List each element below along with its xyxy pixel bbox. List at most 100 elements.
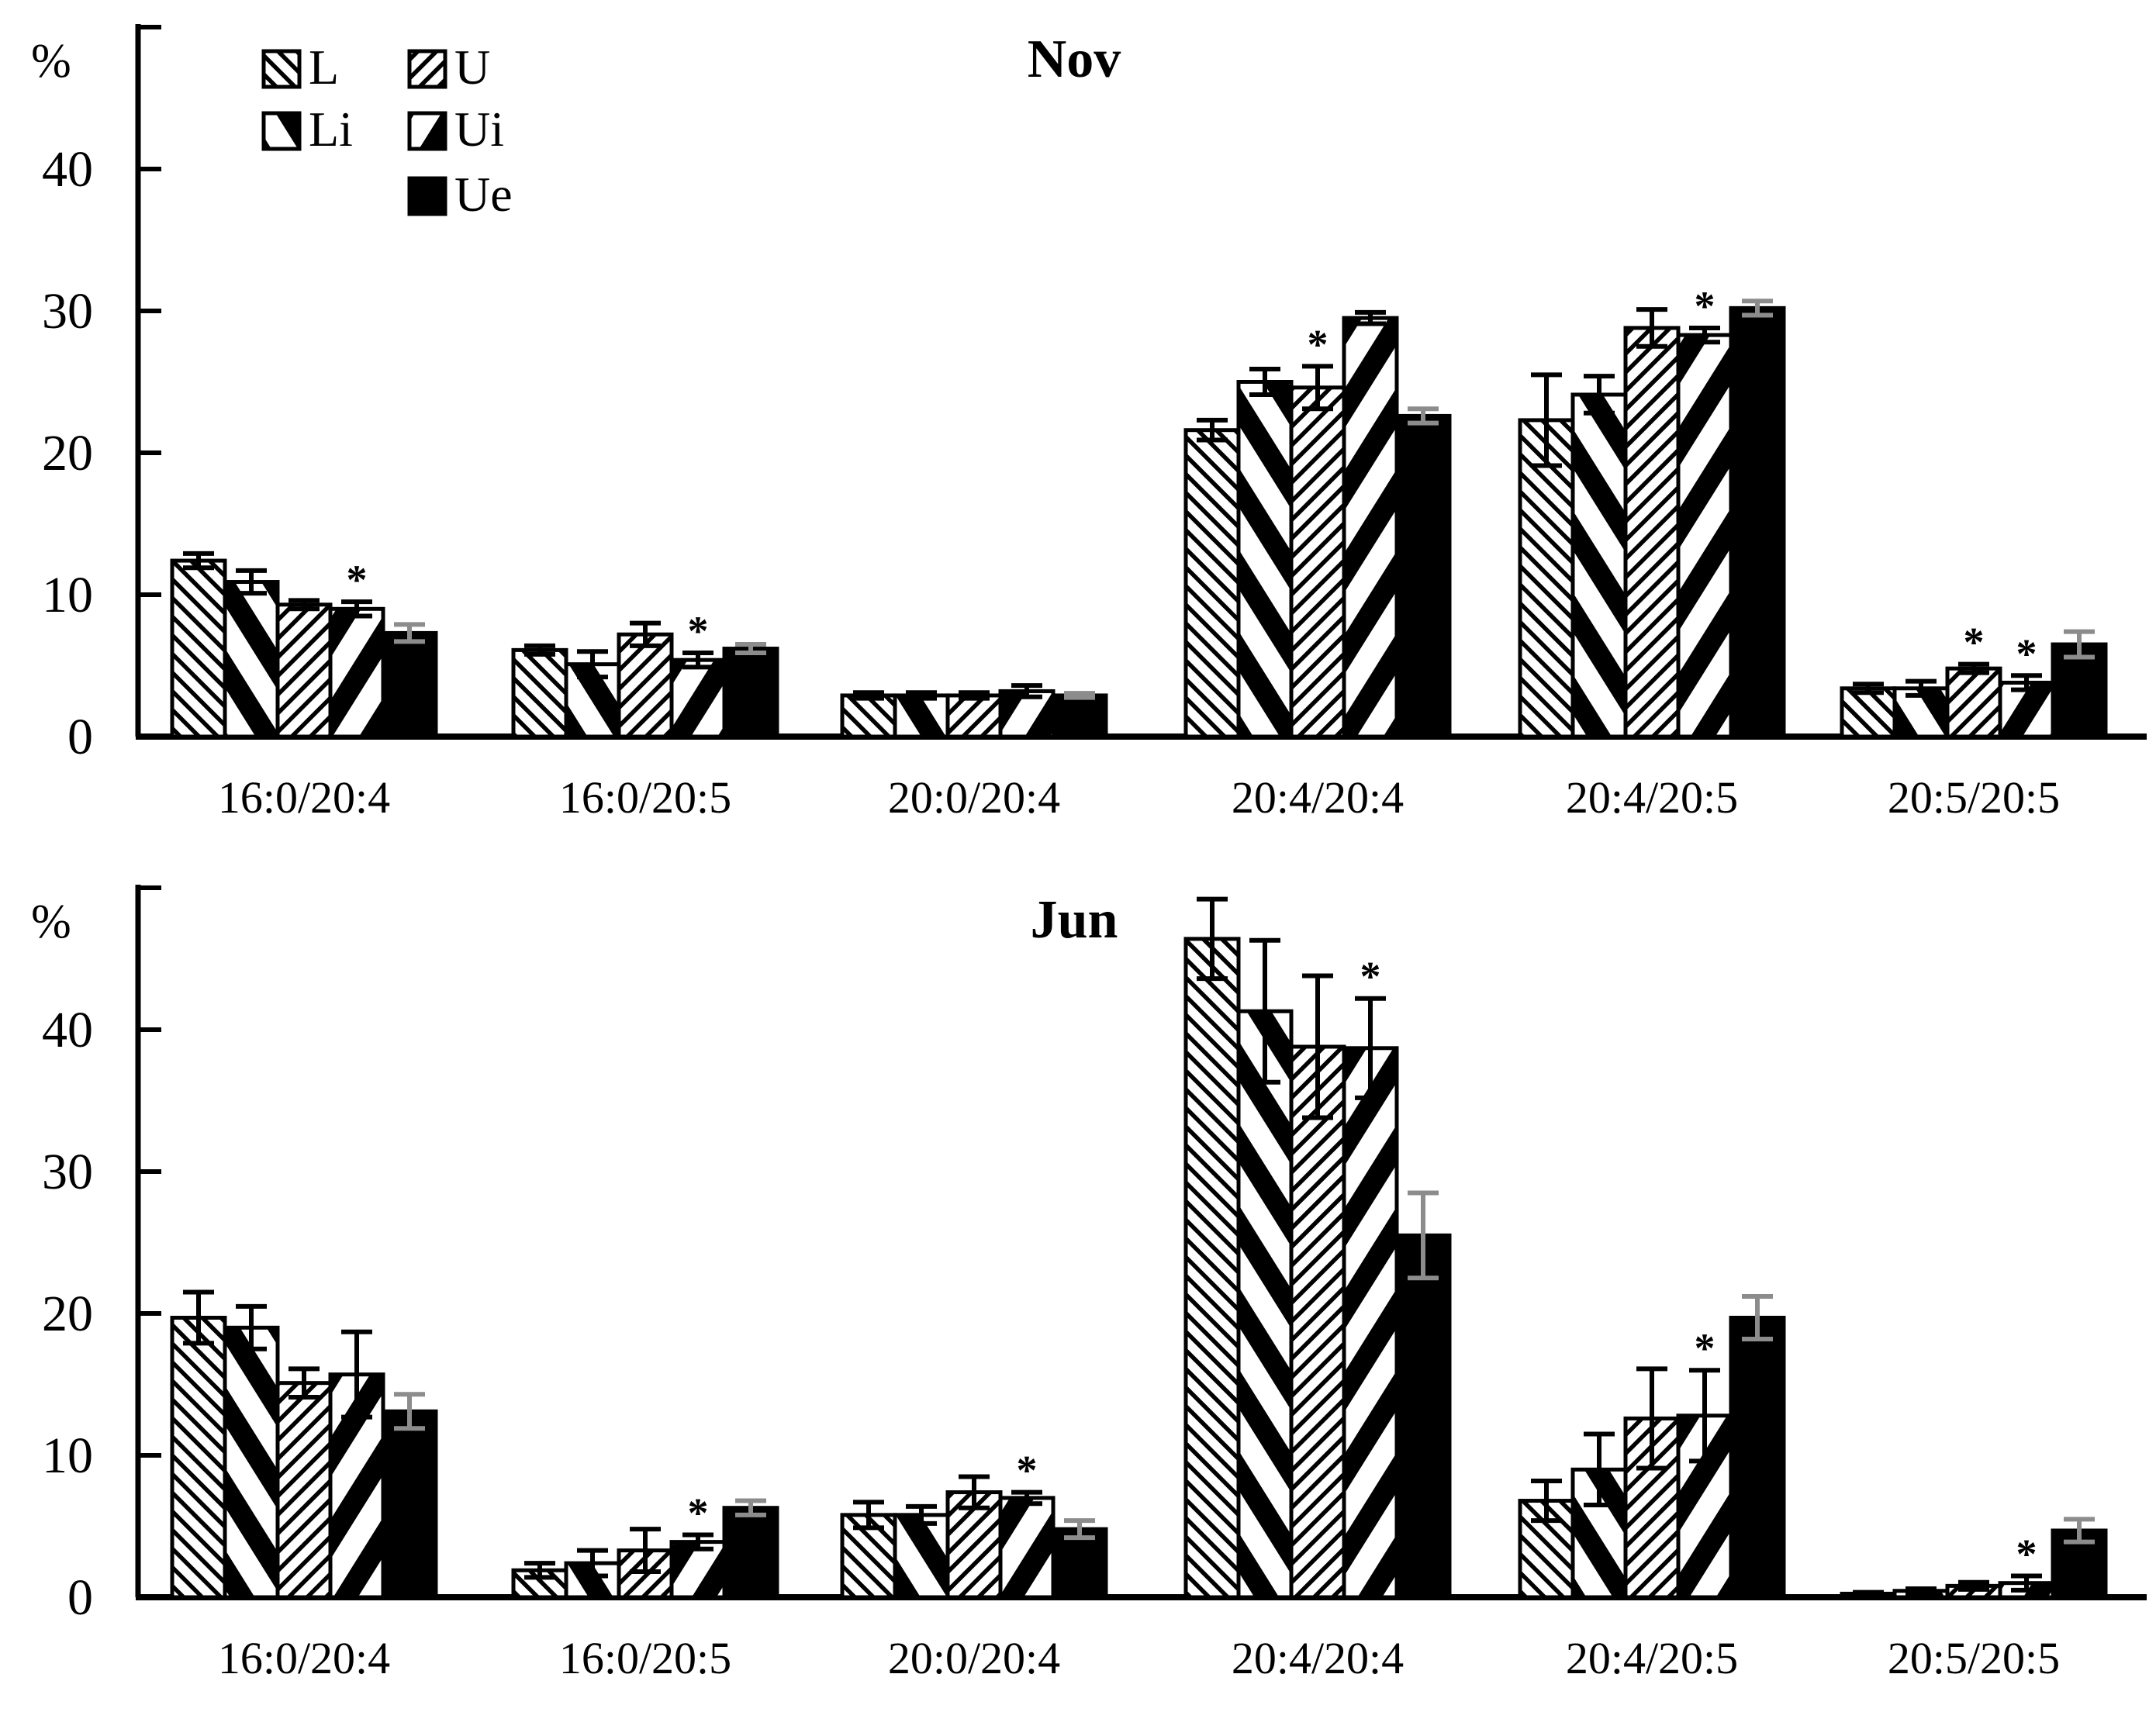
bar-nov-U-4 [1623,326,1681,739]
x-category-label: 20:4/20:4 [1232,1633,1404,1683]
error-bar [2064,1517,2095,1545]
bar-nov-U-5 [1945,666,2002,739]
x-category-label: 20:5/20:5 [1888,772,2060,823]
bars [170,305,2108,739]
error-bar [1742,1294,1773,1341]
error-bar [906,1503,937,1526]
bar-nov-Ue-1 [722,647,779,739]
bar-jun-L-0 [170,1315,227,1600]
error-bar [630,1527,661,1575]
error-bar [959,1474,990,1510]
error-bar [1011,1489,1042,1507]
panel-jun: 0 10 20 30 40% Jun * * * * * 16:0/20:4 16:0/20:5 20:0… [31,885,2147,1683]
bar-jun-L-3 [1183,937,1241,1600]
error-bar [1531,1478,1562,1524]
x-category-label: 20:0/20:4 [888,772,1060,823]
bar-nov-L-4 [1518,418,1575,739]
error-bar [1197,896,1228,982]
error-bar [1636,307,1667,349]
error-bar [682,651,713,670]
error-bar [1302,364,1333,412]
error-bar [853,1500,884,1531]
error-bar [289,598,320,612]
sig-asterisk: * [1695,1325,1715,1372]
sig-asterisk: * [688,1489,709,1536]
legend: L Li U Ui Ue [261,40,513,222]
legend-label-Ue: Ue [454,167,513,222]
error-bar [1064,691,1095,700]
bar-jun-Ue-3 [1394,1233,1452,1600]
significance-markers: * * * * * * [347,283,2037,677]
error-bar [906,690,937,701]
x-category-label: 20:4/20:5 [1566,1633,1738,1683]
sig-asterisk: * [2016,630,2037,677]
error-bar [1689,1368,1720,1464]
panel-nov: 0 10 20 30 40% Nov * * * * * * 16:0/20:4 16:0/20:5 20:… [31,24,2147,823]
bar-nov-Li-0 [223,580,280,739]
error-bar [524,1561,555,1580]
x-category-label: 16:0/20:4 [218,1633,390,1683]
error-bar [959,690,990,701]
error-bar [1302,973,1333,1120]
error-bars [183,896,2095,1596]
legend-label-L: L [309,40,339,95]
panel-title: Jun [1031,890,1118,950]
y-tick-label: 30 [42,283,93,340]
sig-asterisk: * [2016,1531,2037,1578]
error-bar [1958,661,1989,675]
legend-label-U: U [454,40,490,95]
error-bar [1958,1579,1989,1592]
bar-nov-Ue-2 [1051,693,1108,739]
bars [170,937,2108,1600]
error-bar [1531,372,1562,468]
error-bar [1064,1518,1095,1541]
error-bar [183,1289,214,1346]
error-bar [1636,1366,1667,1471]
bar-nov-L-5 [1840,686,1897,739]
bar-jun-Ue-4 [1729,1315,1786,1600]
error-bar [236,568,267,596]
error-bar [1249,937,1280,1085]
sig-asterisk: * [1308,321,1328,368]
bar-nov-U-1 [617,632,674,739]
sig-asterisk: * [1695,283,1715,330]
error-bar [1408,1190,1439,1281]
y-tick-label: 0 [67,1569,93,1626]
error-bar [1584,374,1615,416]
significance-markers: * * * * * [688,954,2037,1578]
bar-jun-Li-2 [893,1513,950,1600]
error-bar [1853,682,1884,696]
error-bar [2064,629,2095,660]
y-tick-label: 10 [42,1427,93,1484]
x-category-label: 16:0/20:4 [218,772,390,823]
error-bar [577,649,608,680]
error-bars [183,299,2095,701]
bar-jun-Ue-0 [381,1409,438,1600]
error-bar [394,1392,425,1431]
error-bar [1355,309,1386,326]
y-tick-label: 10 [42,567,93,623]
legend-label-Ui: Ui [454,102,504,157]
error-bar [524,643,555,657]
bar-nov-Li-2 [893,693,950,739]
error-bar [1906,1586,1937,1596]
bar-nov-U-0 [275,602,333,739]
bar-nov-Ue-0 [381,630,438,739]
y-axis-unit-label: % [31,35,71,88]
error-bar [630,620,661,648]
error-bar [735,642,766,656]
y-tick-label: 40 [42,1002,93,1058]
error-bar [1011,683,1042,699]
x-category-label: 20:4/20:5 [1566,772,1738,823]
bar-jun-U-0 [275,1381,333,1600]
bar-nov-L-2 [840,693,897,739]
error-bar [341,599,372,619]
bar-jun-Ue-2 [1051,1527,1108,1600]
error-bar [183,551,214,571]
bar-jun-Ui-3 [1342,1046,1399,1600]
error-bar [1853,1589,1884,1596]
legend-label-Li: Li [309,102,353,157]
error-bar [1742,299,1773,318]
